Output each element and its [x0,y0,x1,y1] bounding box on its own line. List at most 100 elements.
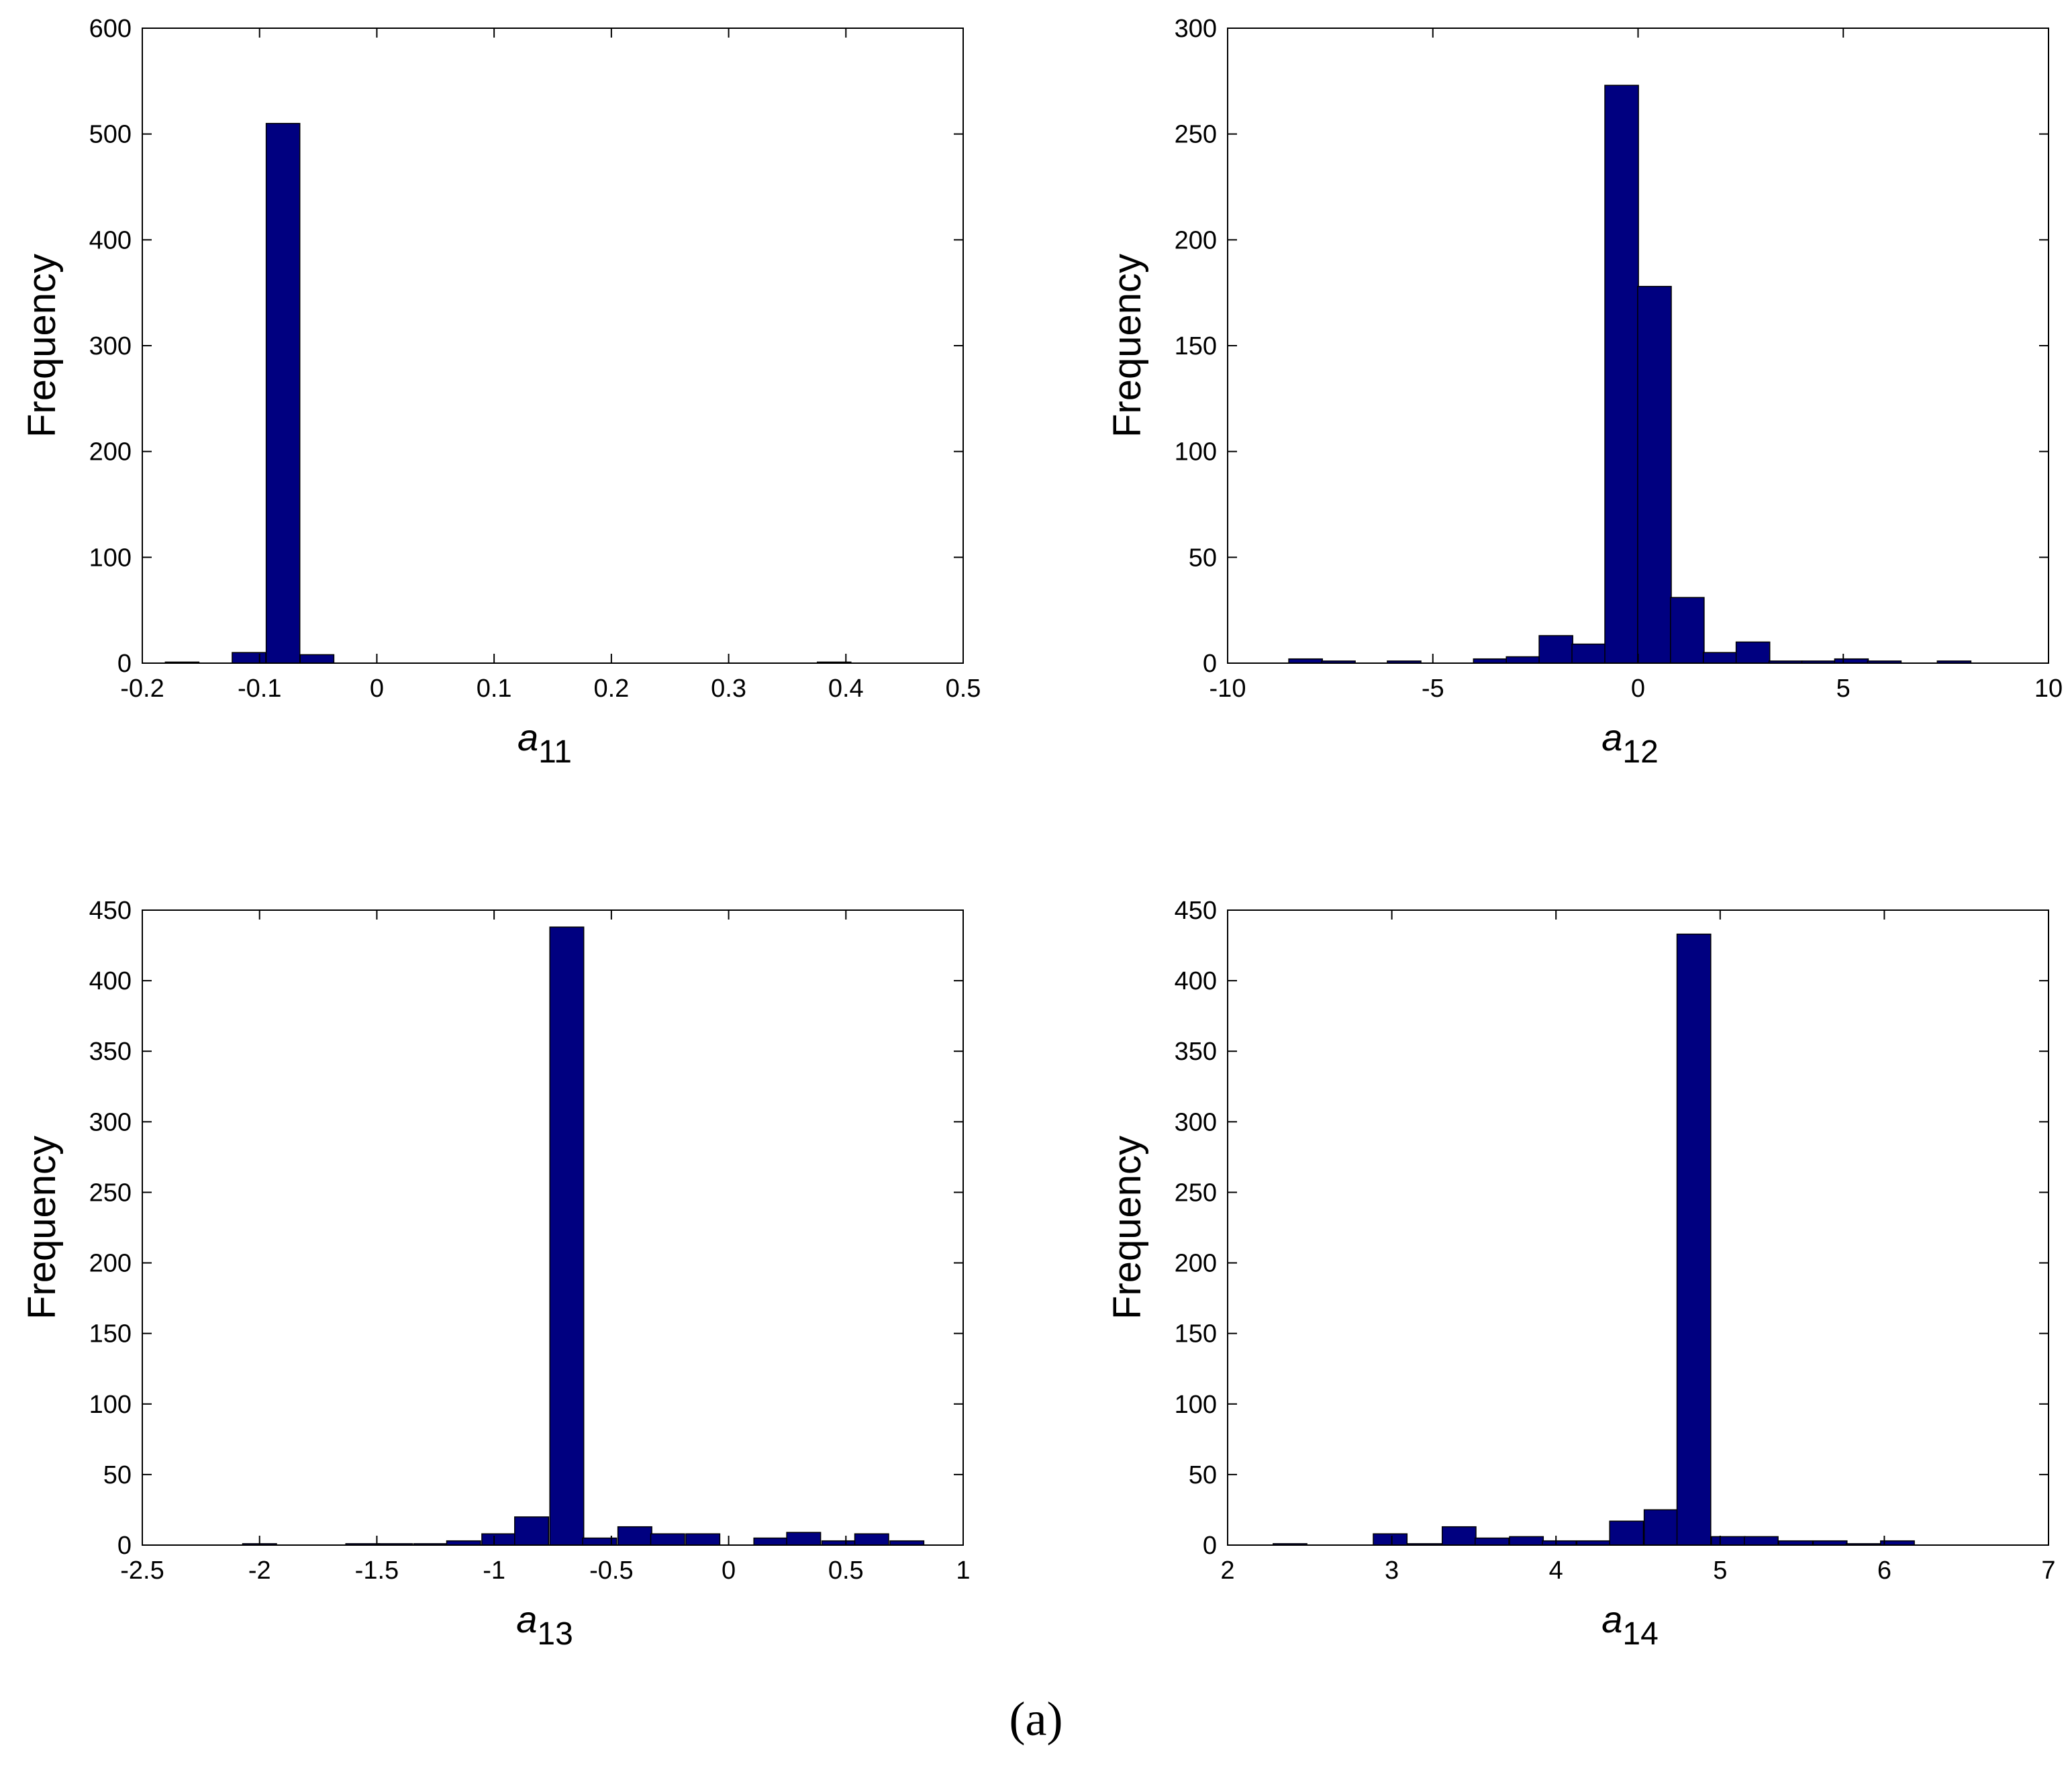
x-axis-label: a14 [1601,1598,1659,1652]
y-tick-label: 400 [1175,967,1217,995]
x-tick-label: 0.3 [711,675,746,703]
y-tick-label: 300 [1175,15,1217,43]
y-tick-label: 450 [89,897,132,925]
x-axis-label-symbol: a [517,716,538,758]
histogram-bar [786,1532,822,1546]
subplot-1: -0.2 -0.1 0 0.1 0.2 0.3 0.4 0.5 0 100 200 300 400 500… [20,15,981,770]
x-axis-label-subscript: 13 [537,1616,573,1652]
histogram-bar [1609,1520,1644,1546]
histogram-bar [854,1533,889,1546]
histogram-bar [753,1537,789,1546]
histogram-bar [299,654,335,664]
plot-frame [142,28,964,664]
y-tick-label: 350 [89,1038,132,1066]
histogram-bar [617,1526,652,1546]
histogram-bar [1538,635,1573,664]
y-tick-label: 0 [117,1532,132,1560]
x-tick-label: 0.2 [593,675,629,703]
x-tick-label: 0 [1631,675,1645,703]
histogram-bar [1643,1509,1679,1546]
x-tick-label: 5 [1713,1557,1727,1585]
x-tick-label: -2 [248,1557,271,1585]
x-tick-label: 3 [1385,1557,1399,1585]
x-tick-label: 10 [2034,675,2063,703]
y-tick-label: 200 [89,438,132,466]
x-tick-label: 0.5 [946,675,981,703]
x-axis-label: a12 [1601,716,1659,770]
y-axis-label: Frequency [1105,1136,1149,1320]
x-tick-label: 1 [956,1557,970,1585]
x-axis-label-subscript: 11 [538,734,572,770]
x-tick-label: 0 [370,675,384,703]
histogram-bar [1711,1536,1746,1546]
y-axis-label: Frequency [20,254,64,438]
histogram-bar [1604,85,1639,664]
x-tick-label: 5 [1836,675,1851,703]
y-tick-label: 0 [117,650,132,678]
x-axis-label: a13 [516,1598,573,1652]
subplot-3: -2.5 -2 -1.5 -1 -0.5 0 0.5 1 0 50 100 150 200 250 300 3… [20,897,971,1652]
x-tick-label: -10 [1210,675,1246,703]
x-tick-label: 0.1 [477,675,512,703]
histogram-bar [1571,643,1606,664]
y-tick-label: 350 [1175,1038,1217,1066]
y-tick-label: 50 [103,1461,132,1489]
y-tick-label: 0 [1203,1532,1217,1560]
histogram-bar [514,1516,550,1546]
figure-caption: (a) [1009,1692,1063,1746]
histogram-bar [1474,1537,1510,1546]
plot-frame [1227,909,2049,1546]
histogram-bar [1744,1536,1779,1546]
x-tick-label: -2.5 [120,1557,164,1585]
x-axis-label: a11 [517,716,572,770]
y-tick-label: 250 [1175,1179,1217,1207]
y-axis-label: Frequency [1105,254,1149,438]
x-tick-label: -0.1 [238,675,281,703]
x-tick-label: 2 [1220,1557,1234,1585]
y-tick-label: 100 [89,1391,132,1419]
y-tick-label: 200 [89,1250,132,1278]
x-tick-label: 6 [1877,1557,1891,1585]
histogram-bar [1373,1533,1408,1546]
x-tick-label: -1.5 [355,1557,399,1585]
x-tick-label: -1 [483,1557,505,1585]
x-tick-label: 0 [722,1557,736,1585]
y-tick-label: 600 [89,15,132,43]
histogram-bar [1735,641,1771,664]
x-tick-label: 7 [2041,1557,2055,1585]
histogram-bar [549,926,585,1546]
histogram-bar [1637,285,1672,664]
y-tick-label: 300 [89,332,132,360]
y-tick-label: 50 [1189,1461,1217,1489]
histogram-bar [481,1533,517,1546]
x-tick-label: -0.2 [120,675,164,703]
histogram-bar [1702,652,1738,664]
y-tick-label: 150 [89,1320,132,1348]
x-axis-label-subscript: 12 [1622,734,1658,770]
x-axis-label-symbol: a [1601,1598,1622,1640]
y-tick-label: 50 [1189,544,1217,572]
x-tick-label: -0.5 [589,1557,633,1585]
plot-frame [142,909,964,1546]
y-tick-label: 300 [89,1108,132,1136]
y-tick-label: 300 [1175,1108,1217,1136]
x-tick-label: 0.5 [828,1557,864,1585]
histogram-bar [1441,1526,1477,1546]
x-axis-label-subscript: 14 [1622,1616,1658,1652]
histogram-bar [1670,597,1705,664]
histogram-bar [650,1533,685,1546]
y-tick-label: 0 [1203,650,1217,678]
y-tick-label: 250 [89,1179,132,1207]
y-tick-label: 150 [1175,332,1217,360]
y-tick-label: 400 [89,967,132,995]
y-tick-label: 200 [1175,226,1217,254]
x-axis-label-symbol: a [1601,716,1622,758]
y-tick-label: 150 [1175,1320,1217,1348]
x-tick-label: -5 [1422,675,1444,703]
histogram-bar [1506,656,1541,664]
y-tick-label: 100 [89,544,132,572]
x-tick-label: 0.4 [828,675,864,703]
